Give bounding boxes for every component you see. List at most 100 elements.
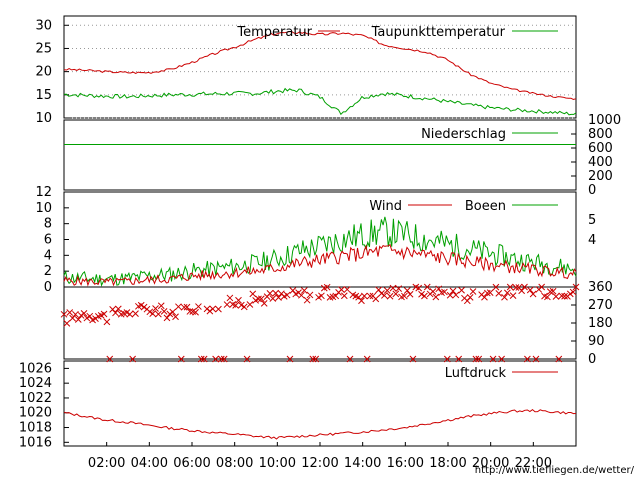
y-tick-label-right-wind_direction: 0 xyxy=(588,352,596,367)
wind-direction-marker xyxy=(180,303,188,311)
wind-direction-marker xyxy=(489,355,497,363)
wind-direction-marker xyxy=(549,287,557,295)
wind-direction-marker xyxy=(217,355,225,363)
wind-direction-marker xyxy=(232,302,239,309)
wind-direction-marker xyxy=(215,305,222,313)
y-tick-label-pressure: 1024 xyxy=(19,376,52,391)
series-line-temperature xyxy=(63,30,577,101)
wind-direction-marker xyxy=(266,290,274,297)
wind-direction-marker xyxy=(112,309,119,317)
wind-direction-marker xyxy=(469,288,477,295)
y-tick-label-right-wind_direction: 90 xyxy=(588,334,605,349)
y-tick-label-right-precipitation: 800 xyxy=(588,127,613,142)
panel-frame-precipitation xyxy=(63,119,577,191)
y-tick-label-right-wind_direction: 180 xyxy=(588,316,613,331)
wind-direction-marker xyxy=(269,295,277,302)
wind-direction-marker xyxy=(395,285,403,292)
wind-direction-marker xyxy=(363,355,371,363)
wind-direction-marker xyxy=(309,355,317,363)
wind-direction-marker xyxy=(226,294,234,302)
y-tick-label-right-precipitation: 200 xyxy=(588,169,613,184)
x-tick-label: 04:00 xyxy=(131,456,168,471)
y-tick-label-right-precipitation: 1000 xyxy=(588,113,621,128)
wind-direction-marker xyxy=(289,287,297,294)
wind-direction-marker xyxy=(77,312,85,319)
x-tick-label: 22:00 xyxy=(515,456,552,471)
wind-direction-marker xyxy=(235,296,242,304)
wind-direction-marker xyxy=(443,355,451,363)
wind-direction-marker xyxy=(492,283,500,291)
y-tick-label-pressure: 1018 xyxy=(19,421,52,436)
x-tick-label: 20:00 xyxy=(472,456,509,471)
wind-direction-marker xyxy=(435,285,443,293)
wind-direction-marker xyxy=(429,288,437,295)
series-line-pressure xyxy=(63,408,577,440)
wind-direction-marker xyxy=(129,355,137,363)
wind-direction-marker xyxy=(538,283,546,291)
wind-direction-marker xyxy=(63,319,71,327)
wind-direction-marker xyxy=(195,303,202,310)
wind-direction-marker xyxy=(109,305,116,313)
wind-direction-marker xyxy=(458,286,465,294)
wind-direction-marker xyxy=(372,295,380,303)
wind-direction-marker xyxy=(381,292,388,299)
wind-direction-marker xyxy=(572,283,580,291)
wind-direction-marker xyxy=(255,295,262,303)
wind-direction-marker xyxy=(200,355,208,363)
wind-direction-marker xyxy=(383,287,391,294)
wind-direction-marker xyxy=(209,305,217,313)
wind-direction-marker xyxy=(343,286,351,293)
legend-label-gusts: Boeen xyxy=(465,199,506,214)
y-tick-label-right-precipitation: 400 xyxy=(588,155,613,170)
wind-direction-marker xyxy=(569,288,577,296)
wind-direction-marker xyxy=(472,355,480,363)
credit-link[interactable]: http://www.tiefliegen.de/wetter/ xyxy=(474,465,634,476)
x-tick-label: 10:00 xyxy=(259,456,296,471)
wind-direction-marker xyxy=(555,355,563,363)
wind-direction-marker xyxy=(100,310,108,318)
wind-direction-marker xyxy=(258,295,265,303)
wind-direction-marker xyxy=(524,355,531,363)
wind-direction-marker xyxy=(169,308,177,316)
wind-direction-marker xyxy=(186,308,194,315)
wind-direction-marker xyxy=(486,289,494,296)
wind-direction-marker xyxy=(272,289,280,297)
wind-direction-marker xyxy=(152,305,159,312)
wind-direction-marker xyxy=(392,290,400,298)
wind-direction-marker xyxy=(298,291,305,299)
wind-direction-marker xyxy=(114,305,122,313)
wind-direction-marker xyxy=(532,355,540,363)
wind-direction-marker xyxy=(501,293,508,301)
y-tick-label-wind: 10 xyxy=(35,201,52,216)
wind-direction-marker xyxy=(446,291,454,299)
wind-direction-marker xyxy=(157,302,165,310)
panel-frame-wind xyxy=(63,191,577,360)
y-tick-label-right-wind_direction: 360 xyxy=(588,280,613,295)
wind-direction-marker xyxy=(172,313,179,321)
wind-direction-marker xyxy=(409,355,417,363)
wind-direction-marker xyxy=(74,316,82,323)
wind-direction-marker xyxy=(72,310,79,318)
wind-direction-marker xyxy=(441,288,448,296)
wind-direction-marker xyxy=(495,289,503,297)
wind-direction-marker xyxy=(512,284,520,291)
wind-direction-marker xyxy=(223,301,231,308)
y-tick-label-wind: 4 xyxy=(44,248,52,263)
wind-direction-marker xyxy=(455,355,463,363)
y-tick-label-pressure: 1026 xyxy=(19,361,52,376)
wind-direction-marker xyxy=(526,286,534,294)
x-tick-label: 18:00 xyxy=(429,456,466,471)
wind-direction-marker xyxy=(286,355,294,363)
wind-direction-marker xyxy=(452,291,460,299)
series-line-wind xyxy=(63,243,577,287)
y-tick-label-wind: 0 xyxy=(44,280,52,295)
x-tick-label: 08:00 xyxy=(216,456,253,471)
wind-direction-marker xyxy=(260,300,268,307)
wind-direction-marker xyxy=(212,355,219,363)
wind-direction-marker xyxy=(160,307,168,315)
y-tick-label-wind: 6 xyxy=(44,233,52,248)
wind-direction-marker xyxy=(283,291,291,299)
wind-direction-marker xyxy=(192,308,199,316)
wind-direction-marker xyxy=(432,293,440,301)
wind-direction-marker xyxy=(300,287,308,294)
